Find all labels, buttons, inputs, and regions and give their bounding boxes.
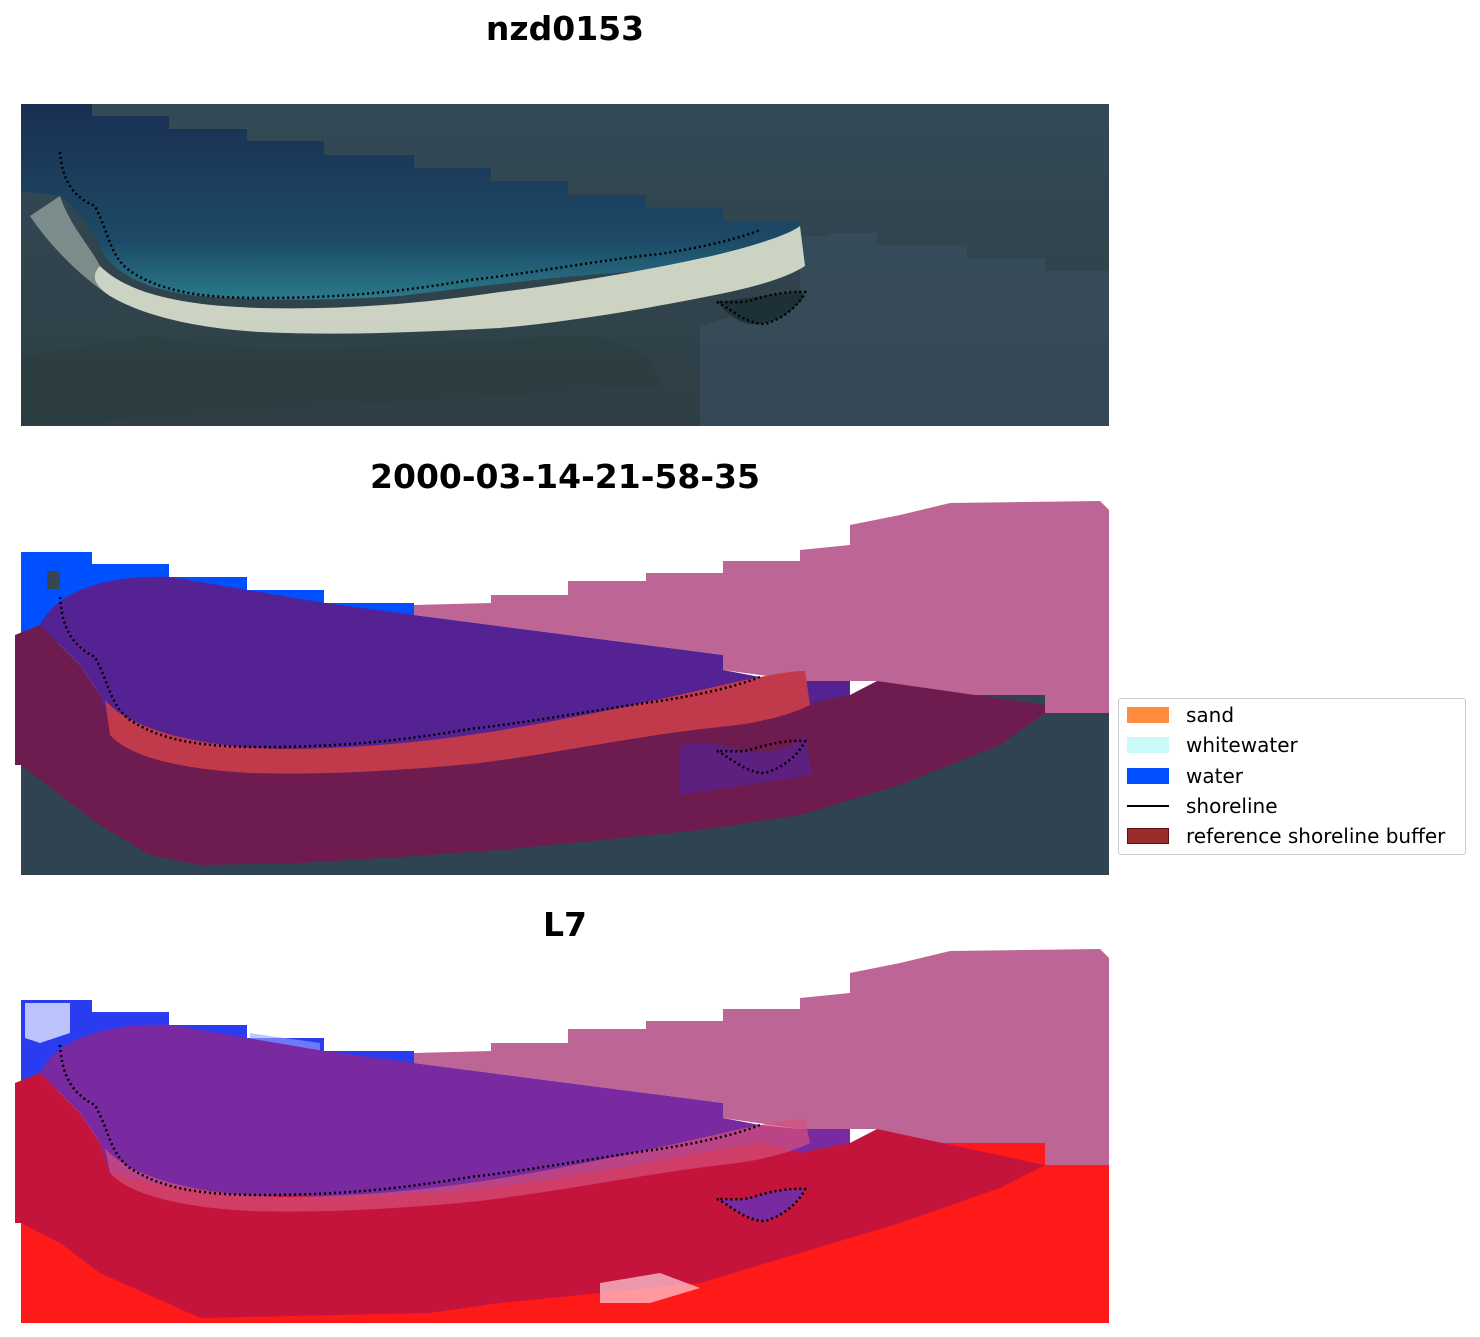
legend-item-whitewater: whitewater (1127, 733, 1298, 757)
legend-item-water: water (1127, 764, 1243, 788)
buffer-swatch (1127, 828, 1169, 844)
whitewater-swatch (1127, 737, 1169, 753)
water-swatch (1127, 768, 1169, 784)
bottom-panel-title: L7 (543, 905, 587, 944)
legend-item-reference-shoreline-buffer: reference shoreline buffer (1127, 824, 1445, 848)
legend-label: reference shoreline buffer (1186, 824, 1446, 848)
legend-item-shoreline: shoreline (1127, 794, 1278, 818)
index-image (15, 949, 1109, 1323)
legend-item-sand: sand (1127, 703, 1234, 727)
top-panel-title: nzd0153 (485, 9, 645, 48)
legend: sand whitewater water shoreline referenc… (1118, 698, 1466, 855)
legend-label: water (1186, 764, 1243, 788)
sand-swatch (1127, 707, 1169, 723)
middle-panel-title: 2000-03-14-21-58-35 (370, 457, 760, 496)
legend-label: sand (1186, 703, 1235, 727)
classification-image (15, 501, 1109, 875)
legend-label: whitewater (1186, 733, 1298, 757)
shoreline-line-swatch (1127, 805, 1169, 807)
legend-label: shoreline (1186, 794, 1278, 818)
rgb-satellite-image (21, 104, 1109, 426)
